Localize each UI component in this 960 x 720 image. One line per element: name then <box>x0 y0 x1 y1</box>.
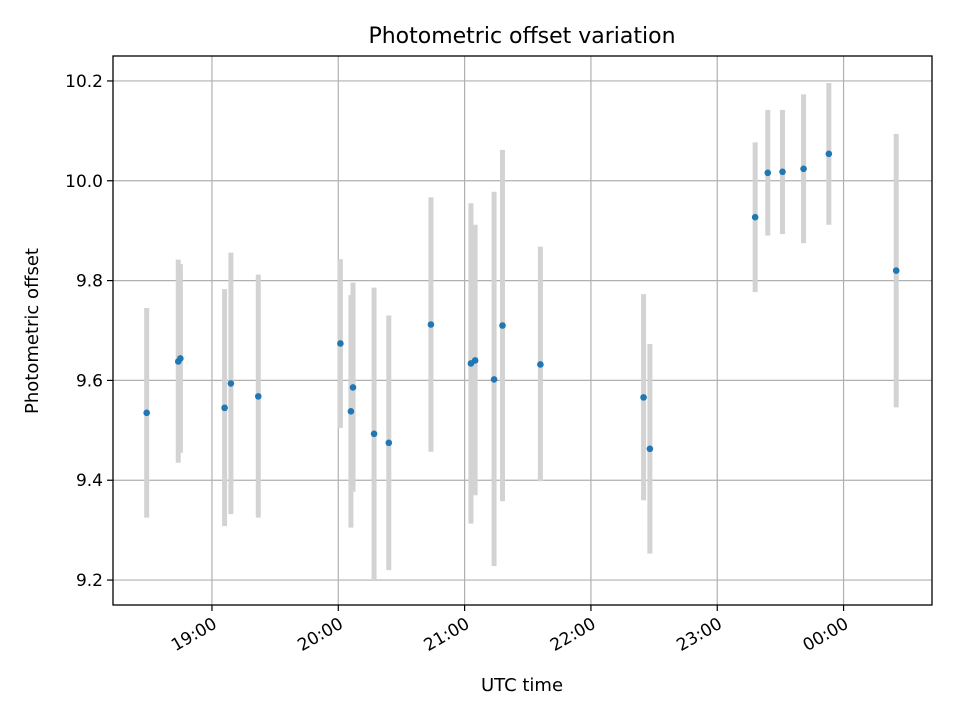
data-point <box>537 361 544 368</box>
plot-frame <box>112 55 933 606</box>
data-point <box>385 439 393 447</box>
data-point <box>221 404 228 412</box>
data-point <box>646 445 654 453</box>
y-tick-label: 9.4 <box>76 471 103 491</box>
data-point <box>349 384 357 391</box>
data-point <box>254 393 262 400</box>
y-tick-label: 10.2 <box>65 72 103 92</box>
data-points <box>143 150 900 453</box>
data-point <box>177 355 184 362</box>
y-axis-title: Photometric offset <box>22 248 43 414</box>
y-tick-label: 10.0 <box>65 172 103 192</box>
data-point <box>779 168 786 176</box>
y-tick-label: 9.2 <box>76 571 103 591</box>
x-axis-title: UTC time <box>481 675 563 696</box>
y-axis: 9.2 9.4 9.6 9.8 10.0 10.2 <box>65 72 113 591</box>
data-point <box>764 169 772 177</box>
y-tick-label: 9.6 <box>76 371 103 391</box>
data-point <box>427 321 435 328</box>
chart-title: Photometric offset variation <box>368 24 675 49</box>
data-point <box>499 322 506 329</box>
data-point <box>337 340 344 347</box>
data-point <box>640 394 647 401</box>
data-point <box>143 409 150 417</box>
data-point <box>892 267 900 274</box>
data-point <box>370 430 378 438</box>
data-point <box>751 213 759 221</box>
grid <box>113 56 932 605</box>
y-tick-label: 9.8 <box>76 272 103 292</box>
data-point <box>490 376 498 383</box>
data-point <box>825 150 833 158</box>
data-point <box>800 165 807 173</box>
data-point <box>471 357 479 364</box>
data-point <box>347 408 355 415</box>
data-point <box>227 380 235 387</box>
